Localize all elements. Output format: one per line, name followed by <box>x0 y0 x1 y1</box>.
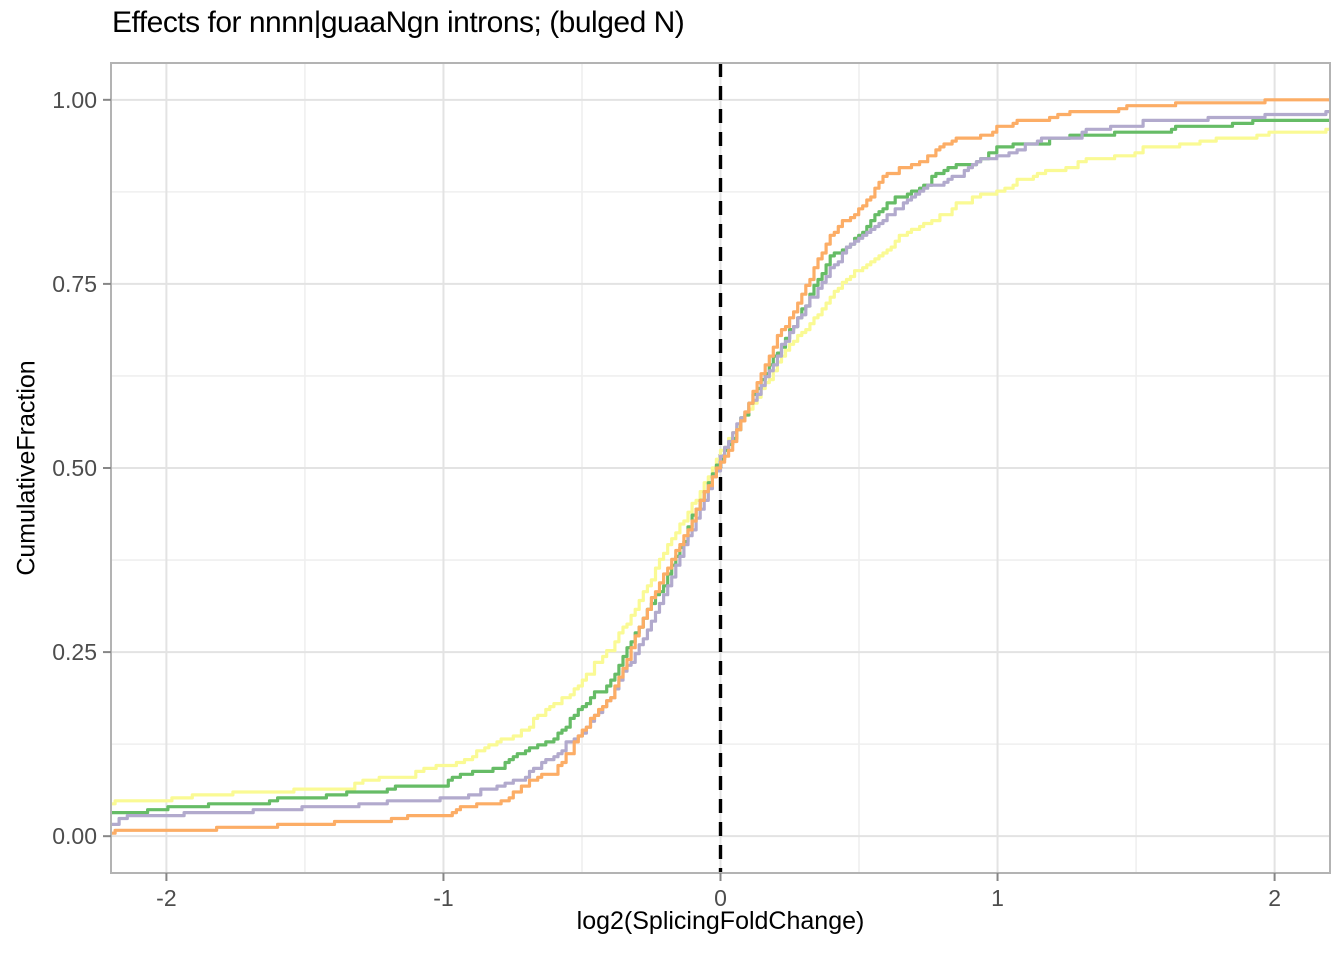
y-tick-label: 0.75 <box>52 271 97 297</box>
axis-tick-marks <box>103 98 1276 881</box>
x-tick-label: -2 <box>156 885 176 911</box>
x-tick-label: 1 <box>991 885 1004 911</box>
x-tick-label: 2 <box>1268 885 1281 911</box>
y-tick-label: 0.25 <box>52 639 97 665</box>
x-axis-title: log2(SplicingFoldChange) <box>576 907 865 935</box>
y-tick-label: 1.00 <box>52 87 97 113</box>
x-tick-label: 0 <box>714 885 727 911</box>
x-tick-label: -1 <box>433 885 453 911</box>
y-tick-label: 0.00 <box>52 823 97 849</box>
ecdf-curves <box>111 98 1330 835</box>
axis-tick-labels: -2 -1 0 1 2 0.00 0.25 0.50 0.75 1.00 <box>52 87 1281 911</box>
ecdf-line-orange <box>111 98 1330 835</box>
ecdf-line-yellow <box>111 127 1330 806</box>
chart-title: Effects for nnnn|guaaNgn introns; (bulge… <box>112 6 685 39</box>
y-tick-label: 0.50 <box>52 455 97 481</box>
